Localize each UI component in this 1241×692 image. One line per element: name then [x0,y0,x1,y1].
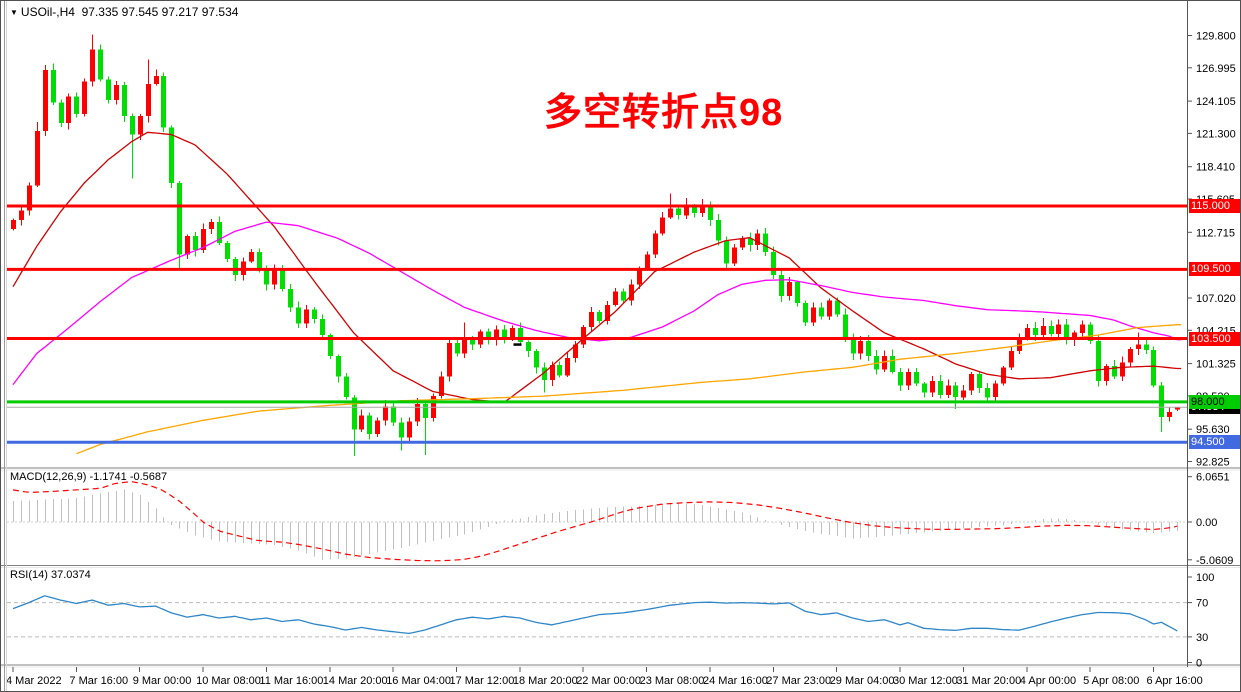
svg-text:70: 70 [1196,598,1208,610]
window-edge-line2 [6,1,7,691]
svg-text:4 Mar 2022: 4 Mar 2022 [6,675,62,687]
svg-text:22 Mar 00:00: 22 Mar 00:00 [576,675,641,687]
svg-text:6.0651: 6.0651 [1196,472,1230,484]
rsi-line [12,595,1178,635]
svg-text:92.825: 92.825 [1196,457,1230,469]
macd-histogram [7,489,1187,560]
svg-text:29 Mar 04:00: 29 Mar 04:00 [830,675,895,687]
macd-signal-line [12,481,1178,562]
svg-text:16 Mar 04:00: 16 Mar 04:00 [386,675,451,687]
svg-text:98.520: 98.520 [1196,391,1230,403]
svg-text:14 Mar 20:00: 14 Mar 20:00 [323,675,388,687]
rsi-axis: 100 70 30 0 [1187,572,1214,670]
time-axis[interactable]: 4 Mar 2022 7 Mar 16:00 9 Mar 00:00 10 Mar 0… [6,667,1203,687]
svg-text:4 Apr 00:00: 4 Apr 00:00 [1020,675,1076,687]
svg-text:5 Apr 08:00: 5 Apr 08:00 [1083,675,1139,687]
svg-text:100: 100 [1196,572,1214,584]
svg-text:-5.0609: -5.0609 [1196,555,1233,567]
svg-text:24 Mar 16:00: 24 Mar 16:00 [703,675,768,687]
svg-text:17 Mar 12:00: 17 Mar 12:00 [450,675,515,687]
window-edge-line [4,1,5,691]
svg-text:18 Mar 20:00: 18 Mar 20:00 [513,675,578,687]
svg-text:118.410: 118.410 [1196,162,1235,174]
svg-text:30 Mar 12:00: 30 Mar 12:00 [893,675,958,687]
ma-red-line [12,131,1182,404]
candles-layer[interactable] [11,34,1180,456]
svg-text:112.715: 112.715 [1196,227,1235,239]
svg-text:31 Mar 20:00: 31 Mar 20:00 [956,675,1021,687]
svg-text:23 Mar 08:00: 23 Mar 08:00 [640,675,705,687]
macd-axis: 6.0651 0.00 -5.0609 [1187,472,1233,567]
svg-text:0.00: 0.00 [1196,517,1217,529]
svg-text:7 Mar 16:00: 7 Mar 16:00 [69,675,128,687]
svg-text:9 Mar 00:00: 9 Mar 00:00 [133,675,192,687]
svg-text:27 Mar 23:00: 27 Mar 23:00 [766,675,831,687]
dash-object[interactable] [513,343,522,346]
svg-text:10 Mar 08:00: 10 Mar 08:00 [196,675,261,687]
svg-text:101.325: 101.325 [1196,359,1236,371]
svg-text:11 Mar 16:00: 11 Mar 16:00 [259,675,323,687]
svg-text:115.605: 115.605 [1196,194,1235,206]
svg-text:30: 30 [1196,632,1208,644]
price-axis: 129.800 126.995 124.105 121.300 118.410 115.6… [1187,31,1236,469]
ma-magenta-line [12,221,1182,385]
svg-text:0: 0 [1196,658,1202,670]
ma-orange-line [76,324,1182,455]
svg-text:107.020: 107.020 [1196,293,1236,305]
svg-text:104.215: 104.215 [1196,325,1236,337]
svg-text:95.630: 95.630 [1196,424,1230,436]
svg-text:6 Apr 16:00: 6 Apr 16:00 [1147,675,1203,687]
svg-text:121.300: 121.300 [1196,128,1236,140]
svg-text:126.995: 126.995 [1196,63,1236,75]
svg-text:129.800: 129.800 [1196,31,1236,43]
svg-text:124.105: 124.105 [1196,96,1236,108]
